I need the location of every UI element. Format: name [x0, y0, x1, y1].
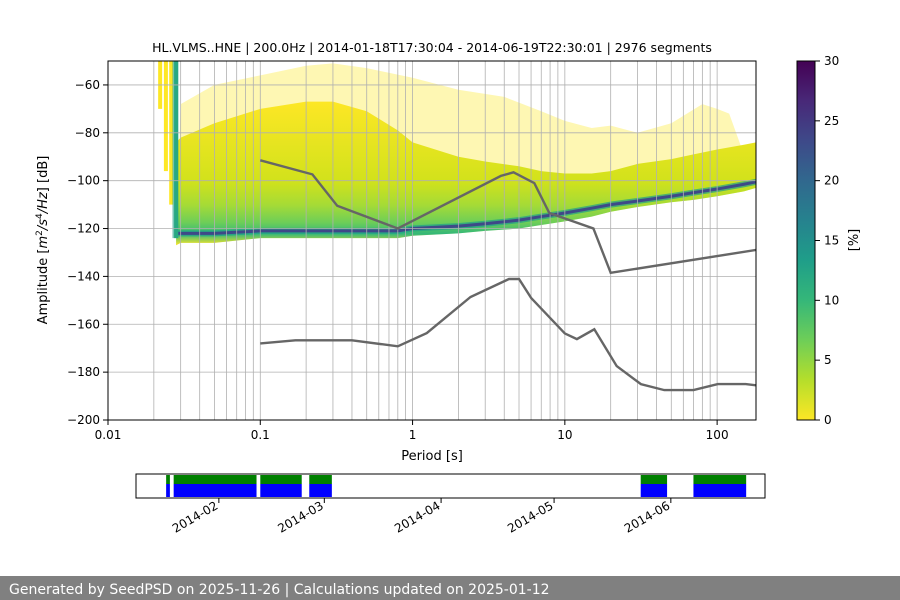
- footer-bar: Generated by SeedPSD on 2025-11-26 | Cal…: [0, 576, 900, 600]
- colorbar-label: [%]: [847, 229, 862, 252]
- noise-model-lines: [259, 159, 756, 392]
- colorbar-ticks: 0 5 10 15 20 25 30: [815, 54, 839, 427]
- timeline-month-label: 2014-02: [170, 498, 220, 535]
- x-tick-label: 0.01: [95, 428, 122, 442]
- colorbar-tick-label: 20: [824, 174, 839, 188]
- coverage-segment-bottom: [173, 484, 257, 497]
- y-tick-label: −60: [75, 78, 100, 92]
- coverage-segment-top: [260, 475, 302, 484]
- coverage-segment-top: [693, 475, 747, 484]
- y-axis-label-exp-2: 2: [35, 230, 45, 236]
- coverage-segment-top: [640, 475, 668, 484]
- timeline-month-label: 2014-04: [392, 498, 442, 535]
- colorbar-tick-label: 15: [824, 234, 839, 248]
- high-noise-model-line: [259, 159, 756, 275]
- y-axis-label-suffix: ] [dB]: [36, 156, 51, 193]
- y-tick-label: −180: [67, 365, 100, 379]
- colorbar-tick-label: 5: [824, 353, 832, 367]
- low-noise-model-line: [260, 277, 756, 392]
- grid-lines: [108, 61, 756, 420]
- y-axis: −60 −80 −100 −120 −140 −160 −180 −200: [67, 78, 108, 427]
- y-tick-label: −120: [67, 222, 100, 236]
- coverage-segment-bottom: [260, 484, 302, 497]
- colorbar-tick-label: 25: [824, 114, 839, 128]
- spike-cell: [163, 61, 168, 172]
- timeline-month-label: 2014-06: [622, 498, 672, 535]
- chart-title: HL.VLMS..HNE | 200.0Hz | 2014-01-18T17:3…: [152, 40, 712, 55]
- footer-text: Generated by SeedPSD on 2025-11-26 | Cal…: [9, 582, 550, 598]
- plot-frame: [107, 60, 757, 421]
- y-axis-label-prefix: Amplitude [: [36, 249, 51, 325]
- x-axis: 0.01 0.1 1 10 100: [95, 420, 729, 442]
- x-axis-label: Period [s]: [401, 449, 463, 464]
- coverage-segment-bottom: [640, 484, 668, 497]
- x-tick-label: 0.1: [251, 428, 270, 442]
- coverage-segment-bottom: [166, 484, 170, 497]
- coverage-segment-bottom: [309, 484, 332, 497]
- y-axis-label-unit-s: s: [36, 219, 51, 226]
- spike-column: [172, 61, 179, 239]
- y-axis-label: Amplitude [m2/s4/Hz] [dB]: [35, 156, 51, 325]
- psd-figure: HL.VLMS..HNE | 200.0Hz | 2014-01-18T17:3…: [35, 40, 862, 536]
- y-axis-label-exp-4: 4: [35, 213, 45, 219]
- colorbar-tick-label: 10: [824, 293, 839, 307]
- y-axis-label-slash-1: /: [36, 224, 51, 231]
- coverage-segment-top: [173, 475, 257, 484]
- coverage-segment-bottom: [693, 484, 747, 497]
- x-tick-label: 100: [706, 428, 729, 442]
- x-tick-label: 1: [409, 428, 417, 442]
- y-axis-label-unit-hz: Hz: [36, 191, 51, 209]
- density-ridge: [176, 180, 756, 235]
- timeline-month-label: 2014-05: [505, 498, 555, 535]
- y-tick-label: −100: [67, 174, 100, 188]
- colorbar: [796, 60, 816, 421]
- y-axis-label-unit-m: m: [36, 236, 51, 249]
- colorbar-tick-label: 0: [824, 413, 832, 427]
- colorbar-tick-label: 30: [824, 54, 839, 68]
- y-tick-label: −140: [67, 269, 100, 283]
- coverage-segment-top: [166, 475, 170, 484]
- coverage-segment-top: [309, 475, 332, 484]
- y-tick-label: −80: [75, 126, 100, 140]
- x-tick-label: 10: [557, 428, 572, 442]
- y-axis-label-slash-2: /: [36, 207, 51, 214]
- timeline-month-label: 2014-03: [275, 498, 325, 535]
- y-tick-label: −160: [67, 317, 100, 331]
- y-tick-label: −200: [67, 413, 100, 427]
